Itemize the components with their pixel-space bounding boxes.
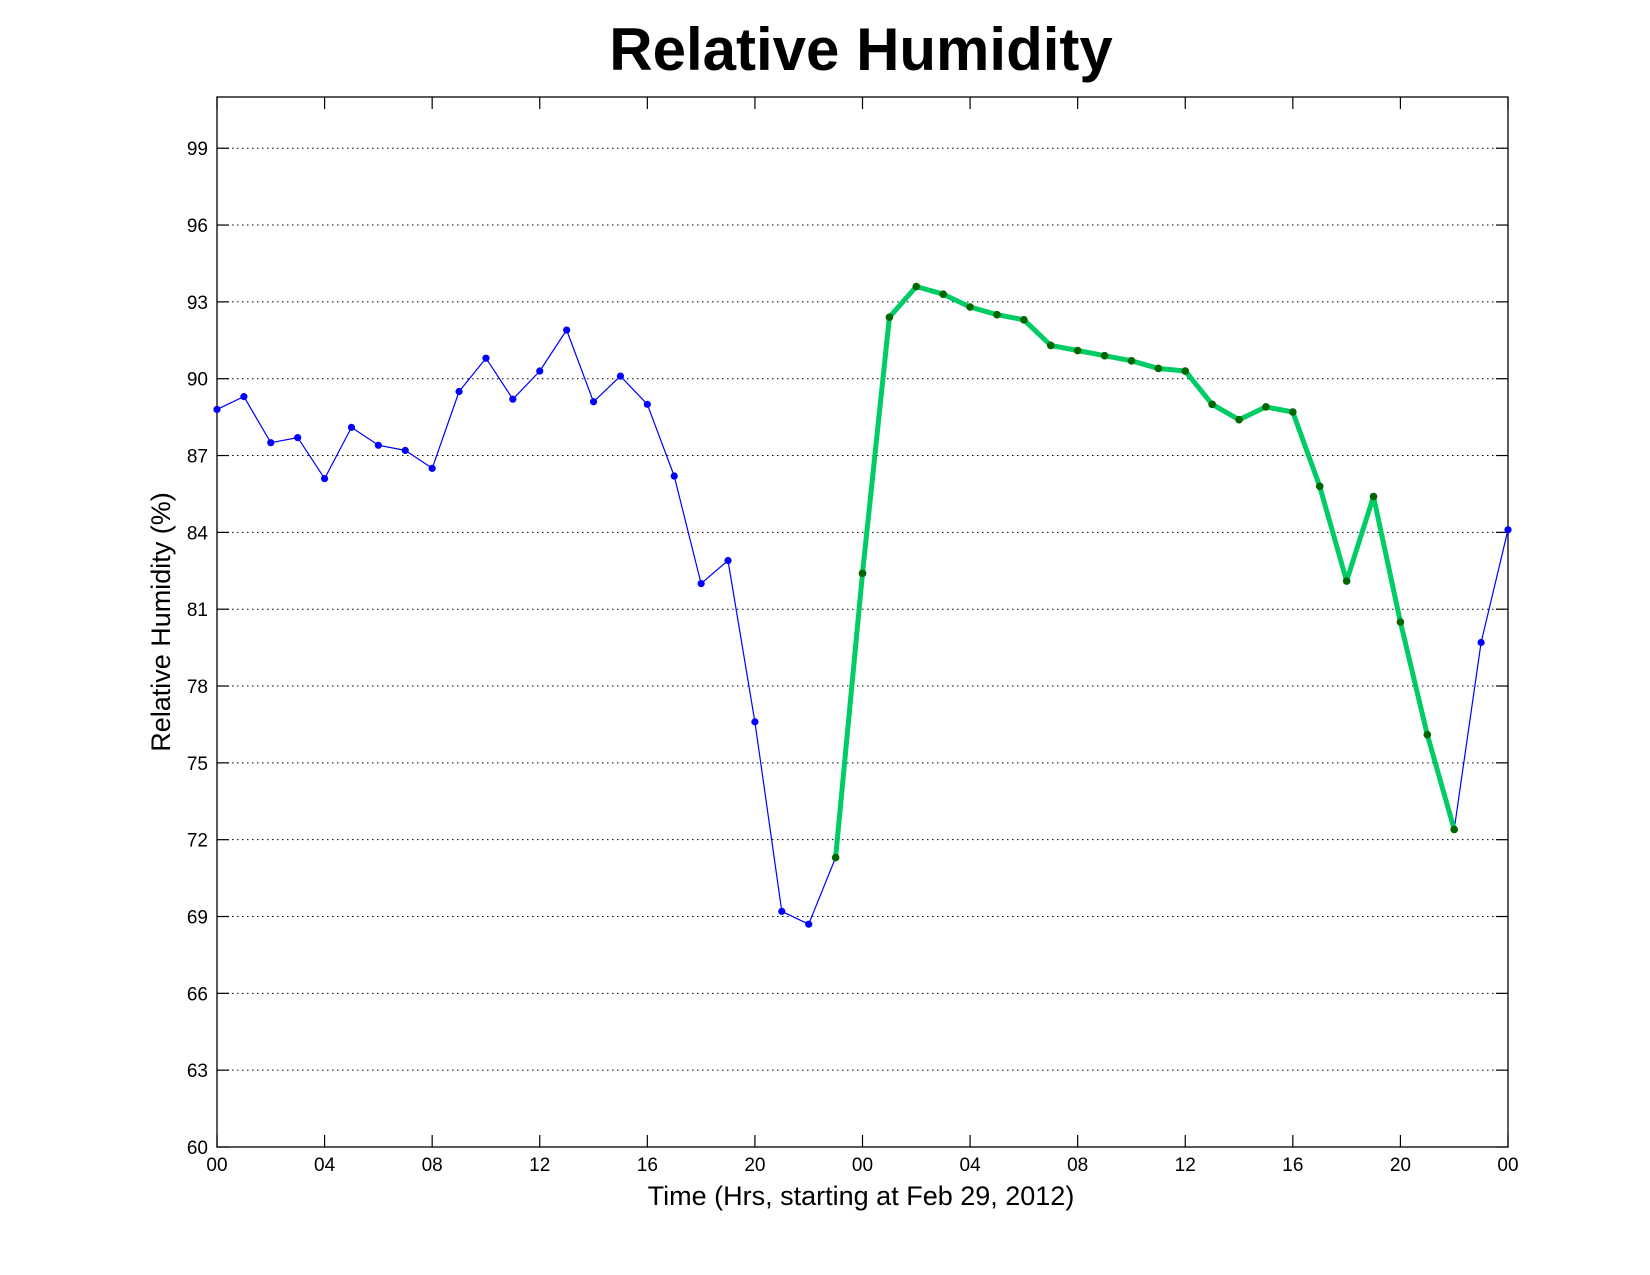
y-tick-label: 63	[187, 1061, 208, 1082]
highlight-data-point	[1396, 618, 1405, 626]
x-tick-label: 20	[1390, 1155, 1411, 1176]
humidity-data-point	[697, 579, 705, 588]
highlight-data-point	[1315, 482, 1324, 491]
y-tick-label: 87	[187, 447, 208, 468]
highlight-data-point	[1127, 356, 1136, 365]
humidity-data-point	[428, 464, 436, 472]
y-tick-label: 99	[187, 139, 208, 160]
x-tick-label: 12	[529, 1155, 550, 1176]
humidity-data-point	[294, 434, 302, 442]
highlight-data-point	[885, 313, 894, 322]
highlight-data-point	[1289, 408, 1297, 416]
humidity-data-point	[751, 718, 759, 726]
highlight-series-line	[833, 284, 1457, 861]
x-tick-label: 08	[422, 1155, 443, 1176]
y-tick-label: 60	[187, 1138, 208, 1159]
y-axis-label: Relative Humidity (%)	[146, 492, 176, 752]
y-tick-label: 84	[187, 523, 209, 544]
x-tick-label: 04	[314, 1155, 336, 1176]
x-tick-label: 00	[1497, 1155, 1518, 1176]
highlight-data-point	[858, 569, 867, 578]
x-tick-label: 16	[637, 1155, 658, 1176]
y-tick-label: 69	[187, 908, 208, 929]
highlight-data-point	[1181, 367, 1190, 375]
x-tick-label: 20	[744, 1155, 765, 1176]
humidity-data-point	[455, 387, 463, 396]
humidity-data-point	[240, 393, 248, 401]
highlight-data-point	[1450, 825, 1459, 834]
chart-title: Relative Humidity	[609, 16, 1113, 83]
highlight-data-point	[1046, 341, 1055, 350]
x-axis-label: Time (Hrs, starting at Feb 29, 2012)	[648, 1181, 1075, 1211]
highlight-data-point	[993, 310, 1001, 319]
x-tick-label: 08	[1067, 1155, 1088, 1176]
y-tick-label: 96	[187, 216, 208, 237]
axis-ticks: 60 63 66 69 72 75 78 81 84 87 90 93 96 99 00 04 08 12 16 20…	[187, 97, 1519, 1176]
highlight-data-point	[966, 303, 974, 311]
gridlines	[217, 147, 1508, 1071]
highlight-data-point	[1423, 730, 1432, 739]
highlight-data-point	[1100, 351, 1109, 360]
y-tick-label: 93	[187, 293, 208, 314]
highlight-data-point	[831, 853, 840, 862]
highlight-data-point	[1235, 415, 1243, 424]
humidity-data-point	[536, 367, 544, 375]
humidity-data-point	[589, 398, 598, 406]
humidity-data-point	[1477, 638, 1485, 647]
humidity-data-point	[267, 439, 275, 447]
humidity-data-point	[563, 326, 571, 334]
series-layer	[213, 282, 1512, 928]
highlight-data-point	[1073, 346, 1082, 355]
highlight-data-point	[912, 282, 921, 291]
humidity-data-point	[509, 395, 517, 403]
x-tick-label: 04	[960, 1155, 982, 1176]
highlight-data-point	[1262, 403, 1270, 411]
highlight-data-point	[1208, 400, 1216, 409]
humidity-data-point	[643, 400, 651, 408]
highlight-data-point	[1342, 577, 1351, 585]
highlight-data-point	[1154, 364, 1163, 373]
x-tick-label: 16	[1282, 1155, 1303, 1176]
y-tick-label: 90	[187, 370, 208, 391]
highlight-data-point	[1369, 492, 1378, 501]
humidity-data-point	[616, 372, 625, 380]
humidity-data-point	[778, 907, 786, 915]
humidity-data-point	[374, 441, 382, 449]
y-tick-label: 75	[187, 754, 208, 775]
y-tick-label: 78	[187, 677, 208, 698]
y-tick-label: 72	[187, 831, 208, 852]
humidity-data-point	[347, 423, 356, 431]
x-tick-label: 00	[852, 1155, 873, 1176]
x-tick-label: 12	[1175, 1155, 1196, 1176]
humidity-data-point	[213, 405, 221, 414]
humidity-data-point	[320, 474, 329, 483]
highlight-data-point	[939, 290, 947, 298]
x-tick-label: 00	[206, 1155, 227, 1176]
humidity-data-point	[482, 354, 490, 362]
y-tick-label: 81	[187, 600, 208, 621]
y-tick-label: 66	[187, 984, 208, 1005]
humidity-data-point	[1504, 526, 1512, 534]
humidity-data-point	[670, 472, 678, 480]
humidity-data-point	[724, 556, 732, 565]
humidity-data-point	[805, 920, 813, 928]
humidity-data-point	[401, 446, 409, 455]
highlight-data-point	[1020, 316, 1028, 324]
